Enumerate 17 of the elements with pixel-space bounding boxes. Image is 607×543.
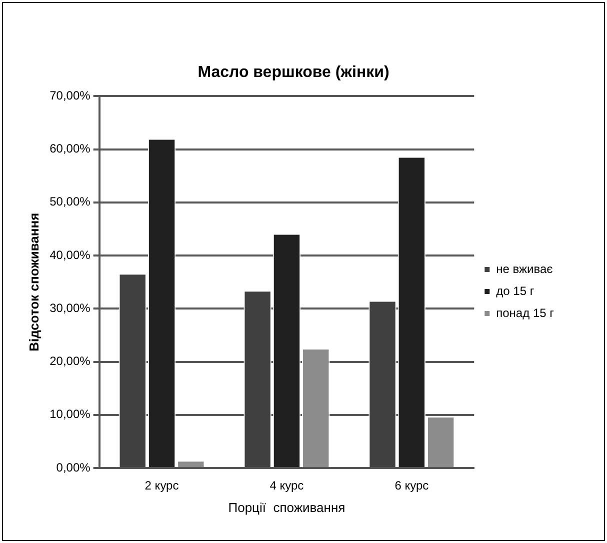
y-axis-title: Відсоток споживання (26, 212, 42, 352)
y-tick-label: 10,00% (50, 407, 91, 422)
y-tick-label: 20,00% (50, 354, 91, 368)
x-tick-label: 2 курс (144, 478, 179, 493)
y-tick-label: 60,00% (50, 142, 91, 156)
x-tick-label: 6 курс (394, 478, 429, 493)
y-tick-label: 50,00% (50, 194, 91, 209)
chart-title: Масло вершкове (жінки) (198, 64, 390, 82)
x-axis-title: Порції споживання (228, 500, 346, 515)
y-tick-label: 0,00% (56, 460, 91, 474)
y-tick-label: 40,00% (50, 248, 91, 262)
y-tick-label: 30,00% (50, 300, 91, 315)
legend-label: понад 15 г (496, 306, 555, 320)
legend-label: до 15 г (496, 284, 535, 298)
legend-label: не вживає (496, 262, 553, 276)
y-tick-label: 70,00% (50, 88, 91, 103)
x-tick-label: 4 курс (270, 478, 304, 493)
